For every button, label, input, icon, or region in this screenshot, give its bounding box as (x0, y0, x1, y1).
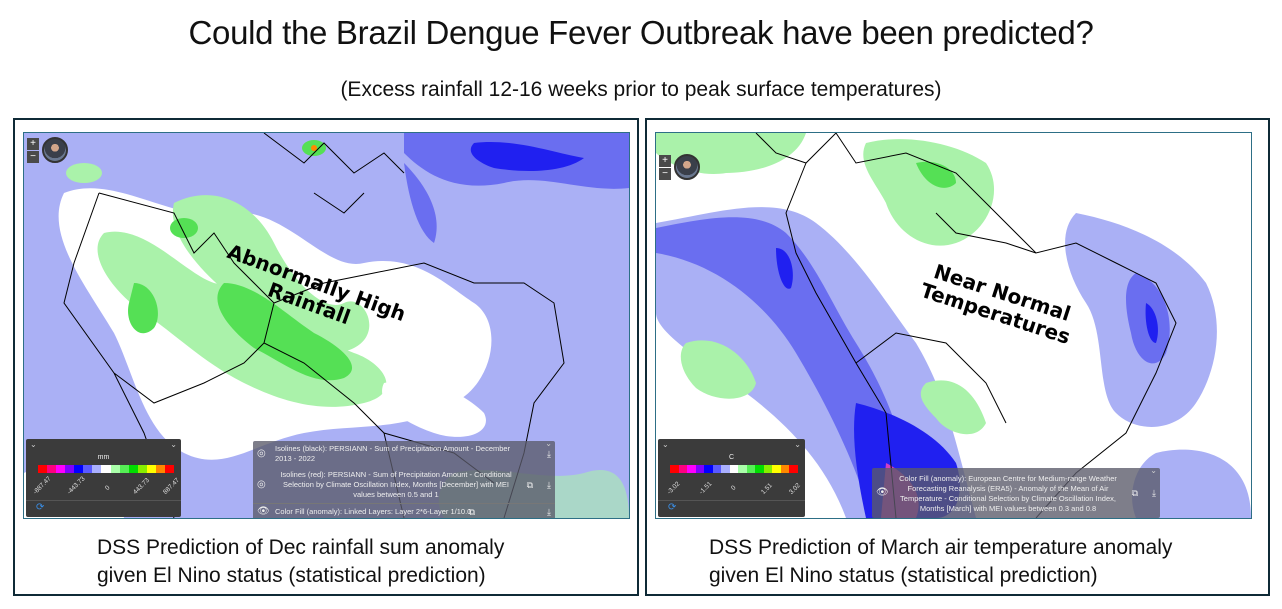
legend-tick: -1.51 (698, 480, 714, 496)
eye-slash-icon[interactable]: ◎ (257, 448, 266, 459)
legend-swatch (755, 465, 764, 473)
layer-row: ◎ Isolines (red): PERSIANN - Sum of Prec… (253, 467, 555, 503)
layer-row: 👁 Color Fill (anomaly): Linked Layers: L… (253, 503, 555, 518)
caption-line-2: given El Nino status (statistical predic… (97, 564, 486, 587)
legend-swatch (670, 465, 679, 473)
collapse-chevron-icon[interactable]: ⌄ (662, 440, 669, 449)
legend-swatch (83, 465, 93, 473)
legend-swatch (780, 465, 790, 473)
legend-swatch (92, 465, 102, 473)
caption-line-2: given El Nino status (statistical predic… (709, 564, 1098, 587)
legend-swatch (137, 465, 147, 473)
collapse-chevron-icon[interactable]: ⌄ (1150, 466, 1157, 475)
refresh-icon[interactable]: ⟳ (668, 502, 677, 513)
collapse-chevron-icon[interactable]: ⌄ (794, 440, 801, 449)
temperature-anomaly-map[interactable]: + − Near Normal Temperatures ⌄ ⌄ C -3.02… (655, 132, 1252, 519)
color-legend: ⌄ ⌄ C -3.02 -1.51 0 1.51 3.02 ⟳ (658, 439, 805, 517)
download-icon[interactable]: ⤓ (1152, 488, 1156, 498)
legend-swatch (721, 465, 730, 473)
legend-swatch (155, 465, 165, 473)
legend-swatch (47, 465, 57, 473)
legend-swatch (65, 465, 75, 473)
zoom-out-button[interactable]: − (27, 151, 39, 163)
legend-swatch (729, 465, 739, 473)
legend-unit: C (728, 454, 735, 461)
refresh-icon[interactable]: ⟳ (36, 502, 45, 513)
layer-label: Color Fill (anomaly): Linked Layers: Lay… (275, 507, 472, 516)
legend-tick: 443.73 (132, 476, 152, 496)
rainfall-anomaly-map[interactable]: + − Abnormally High Rainfall ⌄ ⌄ mm -887… (23, 132, 630, 519)
rainfall-panel: + − Abnormally High Rainfall ⌄ ⌄ mm -887… (13, 118, 639, 596)
zoom-control: + − (27, 138, 39, 164)
external-link-icon[interactable]: ⧉ (468, 507, 475, 517)
layer-row: 👁 Color Fill (anomaly): European Centre … (872, 468, 1160, 518)
zoom-in-button[interactable]: + (27, 138, 39, 150)
legend-swatch (687, 465, 696, 473)
legend-swatch (56, 465, 66, 473)
legend-swatch (704, 465, 713, 473)
eye-slash-icon[interactable]: ◎ (257, 479, 266, 490)
caption-line-1: DSS Prediction of Dec rainfall sum anoma… (97, 536, 505, 559)
collapse-chevron-icon[interactable]: ⌄ (170, 440, 177, 449)
temperature-panel: + − Near Normal Temperatures ⌄ ⌄ C -3.02… (645, 118, 1270, 596)
legend-swatch (746, 465, 756, 473)
legend-swatch (789, 465, 798, 473)
layer-panel: ⌄ 👁 Color Fill (anomaly): European Centr… (872, 466, 1160, 518)
legend-tick: 887.47 (162, 476, 182, 496)
legend-divider (658, 500, 805, 501)
legend-swatch (128, 465, 138, 473)
legend-tick: -3.02 (666, 480, 682, 496)
legend-tick: -887.47 (32, 475, 53, 496)
legend-swatch (38, 465, 48, 473)
legend-swatch (738, 465, 747, 473)
legend-tick: -443.73 (66, 475, 87, 496)
legend-unit: mm (97, 454, 110, 461)
layer-label: Isolines (red): PERSIANN - Sum of Precip… (280, 470, 512, 499)
collapse-chevron-icon[interactable]: ⌄ (545, 439, 552, 448)
legend-tick: 0 (104, 484, 112, 492)
legend-swatch (678, 465, 688, 473)
legend-tick: 1.51 (760, 482, 774, 496)
legend-color-bar (670, 465, 798, 473)
user-avatar[interactable] (42, 137, 68, 163)
legend-swatch (119, 465, 129, 473)
user-avatar[interactable] (674, 154, 700, 180)
layer-row: ◎ Isolines (black): PERSIANN - Sum of Pr… (253, 441, 555, 467)
legend-swatch (110, 465, 120, 473)
legend-swatch (772, 465, 781, 473)
legend-swatch (74, 465, 84, 473)
external-link-icon[interactable]: ⧉ (526, 480, 533, 490)
legend-ticks: -3.02 -1.51 0 1.51 3.02 (664, 477, 808, 496)
panel-caption: DSS Prediction of Dec rainfall sum anoma… (15, 534, 637, 590)
layer-panel: ⌄ ◎ Isolines (black): PERSIANN - Sum of … (253, 439, 555, 518)
collapse-chevron-icon[interactable]: ⌄ (30, 440, 37, 449)
external-link-icon[interactable]: ⧉ (1131, 488, 1138, 498)
page-title: Could the Brazil Dengue Fever Outbreak h… (188, 14, 1094, 51)
eye-icon[interactable]: 👁 (257, 506, 270, 517)
download-icon[interactable]: ⤓ (547, 449, 551, 459)
legend-tick: 0 (730, 484, 738, 492)
caption-line-1: DSS Prediction of March air temperature … (709, 536, 1173, 559)
legend-color-bar (38, 465, 174, 473)
legend-swatch (695, 465, 705, 473)
page-subtitle: (Excess rainfall 12-16 weeks prior to pe… (340, 78, 942, 101)
legend-ticks: -887.47 -443.73 0 443.73 887.47 (32, 475, 181, 496)
legend-swatch (763, 465, 773, 473)
zoom-in-button[interactable]: + (659, 155, 671, 167)
download-icon[interactable]: ⤓ (547, 507, 551, 517)
layer-label: Isolines (black): PERSIANN - Sum of Prec… (275, 444, 511, 463)
zoom-control: + − (659, 155, 671, 181)
legend-divider (26, 500, 181, 501)
legend-swatch (146, 465, 156, 473)
legend-swatch (101, 465, 111, 473)
panel-caption: DSS Prediction of March air temperature … (647, 534, 1268, 590)
legend-tick: 3.02 (788, 482, 802, 496)
color-legend: ⌄ ⌄ mm -887.47 -443.73 0 443.73 887.47 ⟳ (26, 439, 181, 517)
layer-label: Color Fill (anomaly): European Centre fo… (899, 474, 1117, 513)
legend-swatch (712, 465, 722, 473)
legend-swatch (164, 465, 174, 473)
eye-icon[interactable]: 👁 (876, 487, 889, 498)
zoom-out-button[interactable]: − (659, 168, 671, 180)
download-icon[interactable]: ⤓ (547, 480, 551, 490)
